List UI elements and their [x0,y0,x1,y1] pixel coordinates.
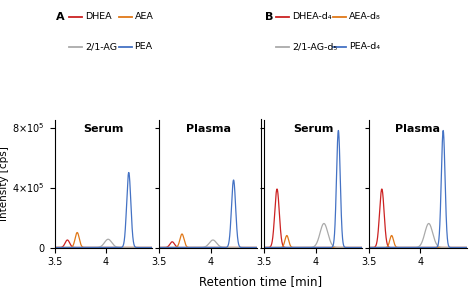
Text: AEA-d₈: AEA-d₈ [349,12,381,21]
Text: DHEA-d₄: DHEA-d₄ [292,12,332,21]
Text: B: B [265,11,273,22]
Text: Serum: Serum [83,124,124,134]
Text: Plasma: Plasma [186,124,231,134]
Text: AEA: AEA [135,12,154,21]
Text: Plasma: Plasma [395,124,440,134]
Text: PEA: PEA [135,42,153,51]
Text: 2/1-AG-d₅: 2/1-AG-d₅ [292,42,337,51]
Text: Retention time [min]: Retention time [min] [199,275,322,288]
Text: 2/1-AG: 2/1-AG [85,42,117,51]
Text: Serum: Serum [293,124,333,134]
Y-axis label: Intensity [cps]: Intensity [cps] [0,146,9,221]
Text: DHEA: DHEA [85,12,111,21]
Text: A: A [55,11,64,22]
Text: PEA-d₄: PEA-d₄ [349,42,380,51]
